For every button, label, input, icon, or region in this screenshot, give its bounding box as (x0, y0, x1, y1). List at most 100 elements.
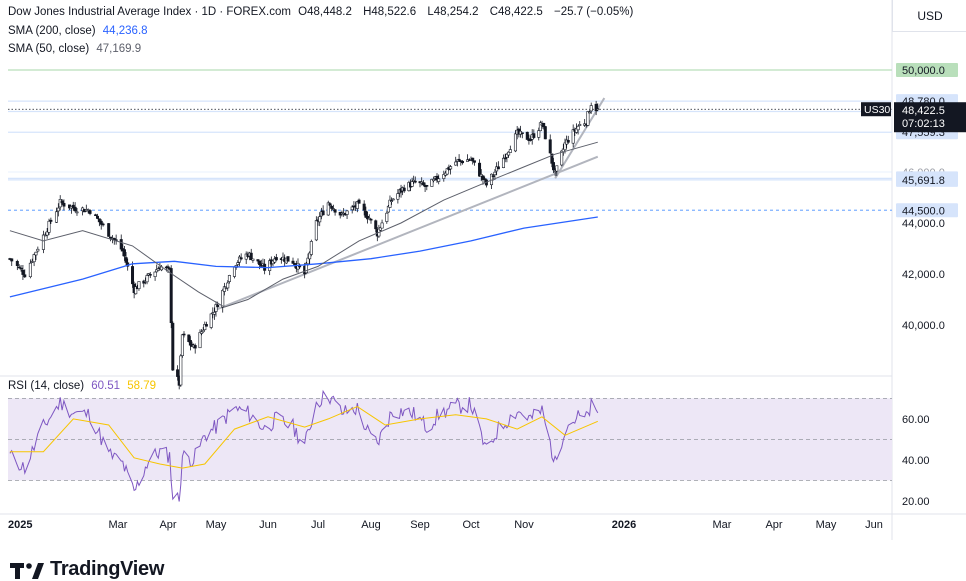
price-tick-label-text: 44,000.0 (902, 218, 945, 230)
price-level-label[interactable]: 44,500.0 (896, 203, 958, 218)
rsi-legend[interactable]: RSI (14, close) 60.51 58.79 (8, 380, 160, 392)
candle (571, 129, 575, 144)
symbol-tag[interactable]: US30 (864, 104, 890, 116)
trendline[interactable] (215, 155, 599, 311)
candle (71, 204, 75, 209)
currency-selector[interactable]: USD (892, 0, 966, 32)
rsi-tick-label: 20.00 (902, 496, 930, 508)
candle (390, 200, 394, 202)
candle (23, 274, 27, 278)
candle (122, 249, 126, 257)
candle (148, 273, 152, 276)
candle (180, 334, 184, 356)
rsi-ma-line[interactable] (9, 406, 598, 469)
symbol-title[interactable]: Dow Jones Industrial Average Index · 1D … (8, 6, 291, 18)
candle (73, 206, 77, 212)
candle (201, 329, 205, 333)
sma50-line[interactable] (9, 141, 598, 308)
candle (445, 168, 449, 175)
candle (520, 132, 524, 134)
candle (239, 257, 243, 260)
candle (503, 157, 507, 160)
candle (251, 258, 255, 261)
time-tick-label: Oct (462, 519, 479, 531)
candle (454, 161, 458, 166)
candle (203, 324, 207, 331)
candle (176, 369, 180, 377)
sma50-legend[interactable]: SMA (50, close) 47,169.9 (8, 43, 145, 55)
candle (328, 203, 332, 206)
last-price-label: 48,422.5 (902, 105, 945, 117)
candle (268, 260, 272, 271)
time-tick-label: May (206, 519, 227, 531)
candle (309, 241, 313, 255)
price-level-label-text: 50,000.0 (902, 65, 945, 77)
low-label: L (427, 6, 434, 18)
candle (507, 151, 511, 156)
time-tick-label: Jun (259, 519, 277, 531)
close-label: C (489, 6, 499, 18)
candle (182, 333, 186, 336)
candle (32, 254, 36, 263)
candle (471, 157, 475, 162)
price-level-label-text: 45,691.8 (902, 175, 945, 187)
candle (321, 210, 325, 216)
price-tick-label[interactable]: 40,000.0 (902, 320, 945, 332)
candle (249, 252, 253, 260)
rsi-ma-value: 58.79 (127, 380, 157, 392)
candle (596, 108, 600, 111)
ohlc-legend: Dow Jones Industrial Average Index · 1D … (8, 6, 637, 18)
price-level-label-bg (896, 63, 958, 77)
last-price-tag-bg (894, 102, 966, 133)
candle (563, 142, 567, 151)
time-tick-label: Aug (361, 519, 381, 531)
candle (501, 157, 505, 168)
candle (457, 158, 461, 161)
candle (209, 313, 213, 328)
candle (537, 130, 541, 138)
sma200-legend[interactable]: SMA (200, close) 44,236.8 (8, 25, 152, 37)
candle (538, 122, 542, 132)
candle (478, 162, 482, 177)
candle (131, 266, 135, 285)
candle (355, 201, 359, 209)
candle (304, 262, 308, 274)
candle (95, 215, 99, 219)
candle (198, 332, 202, 349)
candle (483, 178, 487, 180)
candle (566, 140, 570, 143)
candle (548, 139, 552, 154)
candle (45, 231, 49, 236)
sma200-line[interactable] (9, 216, 598, 298)
tradingview-logo[interactable]: TradingView (10, 558, 164, 581)
price-level-label[interactable]: 50,000.0 (896, 63, 958, 77)
candle (75, 211, 79, 214)
price-tick-label[interactable]: 42,000.0 (902, 269, 945, 281)
candle (369, 218, 373, 221)
candle (386, 205, 390, 213)
candle (145, 275, 149, 283)
candle (460, 160, 464, 164)
candle (493, 171, 497, 176)
rsi-line[interactable] (9, 389, 599, 502)
price-tick-label[interactable]: 44,000.0 (902, 218, 945, 230)
candle (236, 262, 240, 265)
candle (513, 133, 517, 152)
rsi-tick-label: 40.00 (902, 455, 930, 467)
candle (553, 170, 557, 173)
candle (449, 166, 453, 170)
time-tick-label: Mar (713, 519, 732, 531)
candle (171, 322, 175, 371)
change-value: −25.7 (−0.05%) (554, 6, 634, 18)
candle (362, 203, 366, 211)
price-level-label[interactable]: 45,691.8 (896, 172, 958, 187)
candle (226, 282, 230, 289)
candle (204, 324, 208, 327)
candle (28, 262, 32, 278)
candle (286, 256, 290, 262)
candle (99, 220, 103, 225)
candle (237, 256, 241, 263)
candle (543, 126, 547, 140)
candle (169, 268, 173, 323)
